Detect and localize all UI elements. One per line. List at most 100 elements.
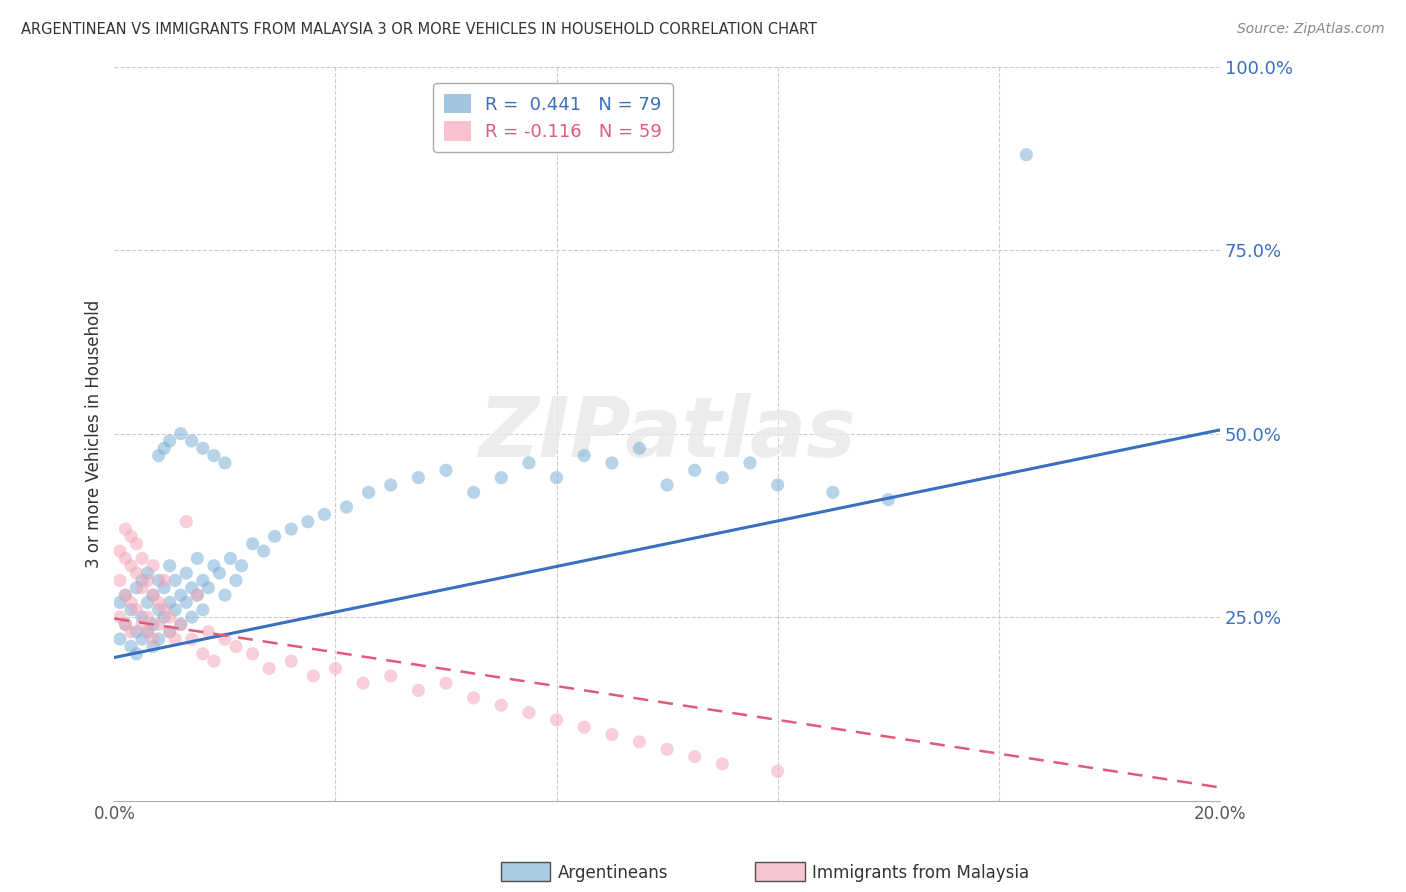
Point xyxy=(131,617,153,632)
Point xyxy=(170,426,193,441)
Point xyxy=(159,595,181,609)
Point xyxy=(408,683,430,698)
Point xyxy=(628,735,651,749)
Point xyxy=(257,661,280,675)
Point xyxy=(159,624,181,639)
Point xyxy=(517,456,540,470)
Point xyxy=(242,537,264,551)
Point xyxy=(821,485,844,500)
Point xyxy=(231,558,253,573)
Point xyxy=(148,449,170,463)
Point xyxy=(131,551,153,566)
Point xyxy=(153,574,176,588)
Point xyxy=(1015,147,1038,161)
Point xyxy=(434,676,457,690)
Point xyxy=(136,574,159,588)
Point xyxy=(463,485,485,500)
Point xyxy=(335,500,357,514)
Text: ZIPatlas: ZIPatlas xyxy=(478,393,856,475)
Point xyxy=(202,654,225,668)
Point xyxy=(174,515,197,529)
Point xyxy=(170,617,193,632)
Point xyxy=(120,529,142,543)
Point xyxy=(202,449,225,463)
Point xyxy=(153,581,176,595)
Point xyxy=(225,640,247,654)
Point xyxy=(142,558,165,573)
Point xyxy=(142,588,165,602)
Point xyxy=(180,434,202,448)
Point xyxy=(108,574,131,588)
Point xyxy=(197,581,219,595)
Point xyxy=(159,558,181,573)
Point xyxy=(711,470,734,484)
Point xyxy=(491,470,513,484)
Point xyxy=(159,610,181,624)
Point xyxy=(125,566,148,580)
Point xyxy=(253,544,276,558)
Point xyxy=(186,588,208,602)
Point xyxy=(174,566,197,580)
Point xyxy=(120,595,142,609)
Point xyxy=(120,603,142,617)
Point xyxy=(125,537,148,551)
Point xyxy=(325,661,347,675)
Point xyxy=(108,632,131,647)
Point xyxy=(214,456,236,470)
Point xyxy=(380,478,402,492)
Y-axis label: 3 or more Vehicles in Household: 3 or more Vehicles in Household xyxy=(86,300,103,567)
Point xyxy=(136,624,159,639)
Point xyxy=(546,713,568,727)
Point xyxy=(136,624,159,639)
Point xyxy=(463,690,485,705)
Point xyxy=(148,632,170,647)
Point xyxy=(572,720,595,734)
Point xyxy=(280,522,302,536)
Point xyxy=(125,647,148,661)
Point xyxy=(120,558,142,573)
Point xyxy=(186,551,208,566)
Point xyxy=(191,603,214,617)
Point xyxy=(208,566,231,580)
Text: Argentineans: Argentineans xyxy=(558,864,668,882)
Point xyxy=(711,756,734,771)
Point xyxy=(165,632,187,647)
Text: Immigrants from Malaysia: Immigrants from Malaysia xyxy=(811,864,1029,882)
Point xyxy=(214,632,236,647)
Point xyxy=(738,456,761,470)
Point xyxy=(683,463,706,477)
Point xyxy=(142,588,165,602)
Point xyxy=(352,676,374,690)
Point xyxy=(114,588,136,602)
Point xyxy=(380,669,402,683)
Point xyxy=(131,574,153,588)
Point xyxy=(153,610,176,624)
Point xyxy=(186,588,208,602)
Point xyxy=(136,610,159,624)
Point xyxy=(120,640,142,654)
Point xyxy=(125,581,148,595)
Point xyxy=(108,610,131,624)
Point xyxy=(153,603,176,617)
Point xyxy=(314,508,336,522)
Text: Source: ZipAtlas.com: Source: ZipAtlas.com xyxy=(1237,22,1385,37)
Point xyxy=(219,551,242,566)
Point xyxy=(297,515,319,529)
Point xyxy=(159,624,181,639)
Point xyxy=(491,698,513,713)
Point xyxy=(159,434,181,448)
Point xyxy=(148,574,170,588)
Point xyxy=(766,478,789,492)
Point xyxy=(683,749,706,764)
Point xyxy=(766,764,789,779)
Point xyxy=(214,588,236,602)
Point xyxy=(136,595,159,609)
Point xyxy=(165,574,187,588)
Point xyxy=(142,617,165,632)
Point xyxy=(114,617,136,632)
Point xyxy=(114,588,136,602)
Point xyxy=(114,617,136,632)
Point xyxy=(114,522,136,536)
Point xyxy=(600,456,623,470)
Point xyxy=(655,478,678,492)
